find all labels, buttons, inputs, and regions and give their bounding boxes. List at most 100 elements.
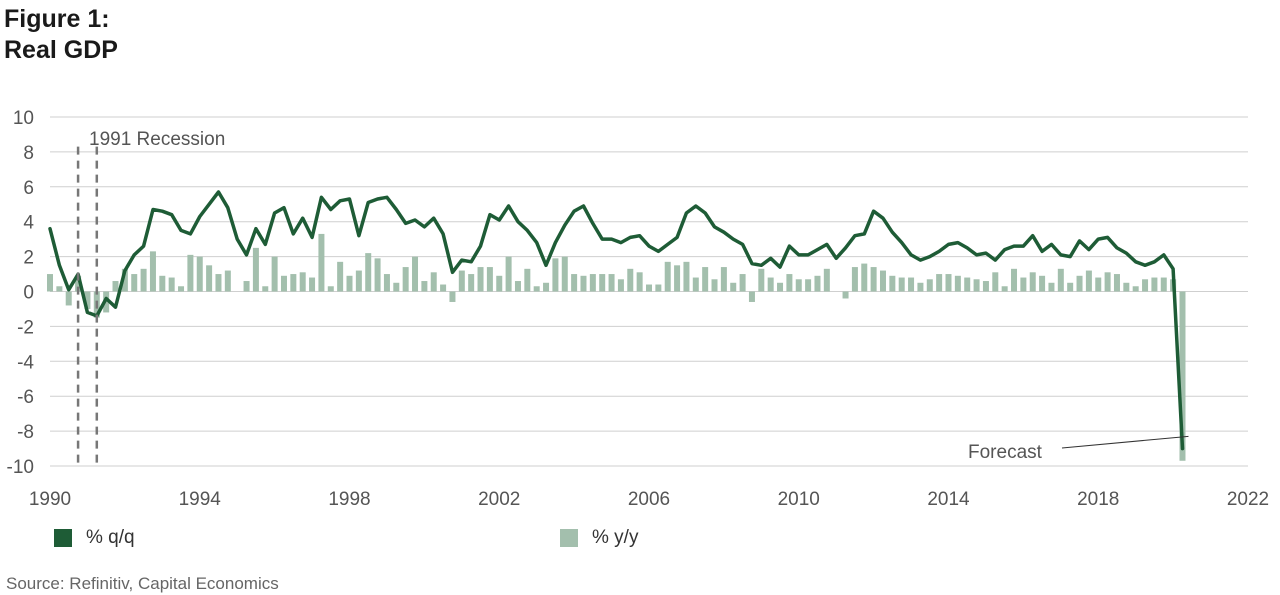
yy-bar — [823, 268, 830, 292]
yy-bar — [159, 275, 166, 292]
x-tick-label: 2022 — [1227, 489, 1269, 510]
yy-bar — [449, 291, 456, 302]
yy-bar — [1011, 268, 1018, 292]
figure-number: Figure 1: — [4, 5, 110, 33]
x-tick-label: 1994 — [179, 489, 222, 510]
y-tick-label: -2 — [17, 317, 34, 338]
yy-bar — [318, 233, 325, 292]
yy-bar — [589, 274, 596, 292]
yy-bar — [730, 282, 737, 292]
legend-swatch-yy — [560, 529, 578, 547]
yy-bar — [636, 272, 643, 292]
gridlines — [50, 116, 1248, 467]
legend-item-yy: % y/y — [560, 527, 638, 549]
yy-bar — [1085, 270, 1092, 292]
yy-bars — [47, 233, 1186, 461]
yy-bar — [112, 281, 119, 292]
y-tick-label: -6 — [17, 387, 34, 408]
y-tick-label: -8 — [17, 422, 34, 443]
qq-series-line — [48, 190, 1185, 451]
yy-bar — [702, 267, 709, 292]
yy-bar — [374, 258, 381, 292]
yy-bar — [926, 279, 933, 292]
x-tick-label: 1990 — [29, 489, 71, 510]
yy-bar — [711, 279, 718, 292]
yy-bar — [309, 277, 316, 292]
yy-bar — [1104, 272, 1111, 292]
yy-bar — [786, 274, 793, 292]
yy-bar — [973, 279, 980, 292]
x-tick-label: 2006 — [628, 489, 670, 510]
yy-bar — [580, 275, 587, 292]
yy-bar — [299, 272, 306, 292]
forecast-label: Forecast — [968, 442, 1043, 463]
yy-bar — [468, 274, 475, 292]
yy-bar — [945, 274, 952, 292]
yy-bar — [421, 281, 428, 292]
x-tick-label: 2014 — [927, 489, 970, 510]
yy-bar — [430, 272, 437, 292]
y-tick-label: 0 — [23, 283, 34, 304]
yy-bar — [393, 282, 400, 292]
annotations: 1991 Recession Forecast — [76, 129, 1189, 466]
yy-bar — [683, 261, 690, 292]
yy-bar — [748, 291, 755, 302]
yy-bar — [936, 274, 943, 292]
yy-bar — [992, 272, 999, 292]
yy-bar — [131, 274, 138, 292]
yy-bar — [1048, 282, 1055, 292]
yy-bar — [206, 265, 213, 292]
yy-bar — [140, 268, 147, 292]
yy-bar — [964, 277, 971, 292]
yy-bar — [346, 275, 353, 292]
yy-bar — [861, 263, 868, 292]
y-tick-label: 8 — [23, 143, 34, 164]
yy-bar — [1039, 275, 1046, 292]
chart-title: Figure 1: Real GDP — [4, 4, 118, 66]
yy-bar — [1076, 275, 1083, 292]
yy-bar — [870, 267, 877, 292]
yy-bar — [889, 275, 896, 292]
y-tick-label: 2 — [23, 248, 34, 269]
forecast-pointer-line — [1061, 435, 1189, 449]
yy-bar — [533, 286, 540, 292]
yy-bar — [739, 274, 746, 292]
yy-bar — [599, 274, 606, 292]
yy-bar — [1067, 282, 1074, 292]
yy-bar — [767, 277, 774, 292]
yy-bar — [402, 267, 409, 292]
yy-bar — [954, 275, 961, 292]
yy-bar — [65, 291, 72, 306]
y-tick-label: -10 — [7, 457, 34, 478]
yy-bar — [271, 256, 278, 292]
yy-bar — [1179, 291, 1186, 461]
yy-bar — [1151, 277, 1158, 292]
yy-bar — [440, 284, 447, 292]
yy-bar — [178, 286, 185, 292]
y-tick-label: -4 — [17, 352, 34, 373]
yy-bar — [149, 251, 156, 292]
yy-bar — [571, 274, 578, 292]
yy-bar — [477, 267, 484, 292]
yy-bar — [617, 279, 624, 292]
yy-bar — [280, 275, 287, 292]
x-tick-label: 2002 — [478, 489, 520, 510]
yy-bar — [224, 270, 231, 292]
yy-bar — [1132, 286, 1139, 292]
x-axis-labels: 1990 1994 1998 2002 2006 2010 2014 2018 2022 — [29, 489, 1269, 510]
yy-bar — [215, 274, 222, 292]
yy-bar — [982, 281, 989, 292]
yy-bar — [655, 284, 662, 292]
x-tick-label: 1998 — [328, 489, 370, 510]
yy-bar — [777, 282, 784, 292]
yy-bar — [355, 270, 362, 292]
yy-bar — [47, 274, 53, 292]
yy-bar — [1057, 268, 1064, 292]
yy-bar — [627, 268, 634, 292]
yy-bar — [814, 275, 821, 292]
yy-bar — [1123, 282, 1130, 292]
yy-bar — [84, 291, 91, 309]
yy-bar — [187, 254, 194, 292]
yy-bar — [486, 267, 493, 292]
yy-bar — [75, 275, 82, 292]
